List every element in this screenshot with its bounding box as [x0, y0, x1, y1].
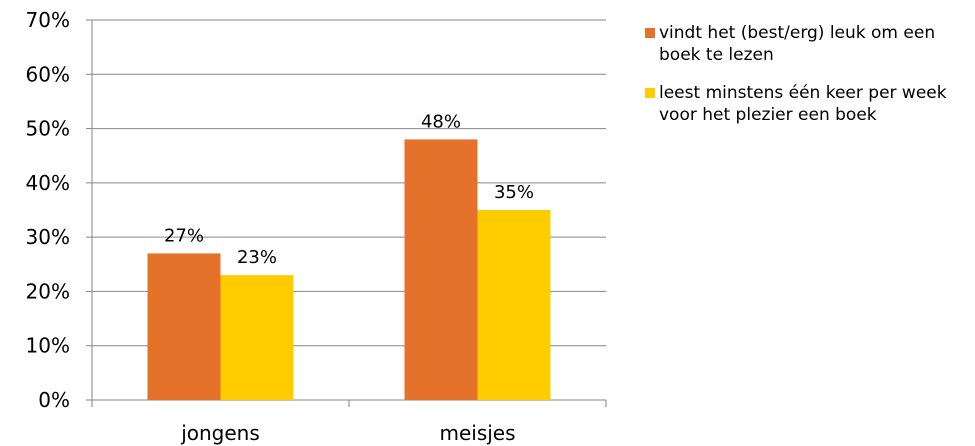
legend-swatch-series-1 [645, 28, 655, 38]
x-tick-label: meisjes [439, 421, 515, 445]
y-tick-label: 10% [26, 334, 70, 358]
legend-label-series-2: leest minstens één keer per week voor he… [659, 83, 947, 125]
legend-swatch-series-2 [645, 88, 655, 98]
y-tick-label: 0% [38, 388, 70, 412]
x-tick-label: jongens [180, 421, 260, 445]
y-tick-label: 30% [26, 225, 70, 249]
data-label: 27% [164, 225, 204, 246]
bar-2-jongens [220, 275, 294, 400]
bar-1-jongens [147, 253, 221, 400]
data-label: 23% [237, 247, 277, 268]
legend-item-series-2: leest minstens één keer per week voor he… [645, 82, 970, 126]
y-tick-label: 60% [26, 62, 70, 86]
legend: vindt het (best/erg) leuk om een boek te… [645, 22, 970, 142]
y-tick-label: 20% [26, 279, 70, 303]
data-label: 35% [494, 182, 534, 203]
y-tick-label: 40% [26, 171, 70, 195]
bar-2-meisjes [477, 210, 551, 400]
legend-item-series-1: vindt het (best/erg) leuk om een boek te… [645, 22, 970, 66]
legend-label-series-1: vindt het (best/erg) leuk om een boek te… [659, 23, 936, 65]
data-label: 48% [421, 111, 461, 132]
bar-1-meisjes [404, 139, 478, 400]
y-tick-label: 50% [26, 117, 70, 141]
y-tick-label: 70% [26, 8, 70, 32]
